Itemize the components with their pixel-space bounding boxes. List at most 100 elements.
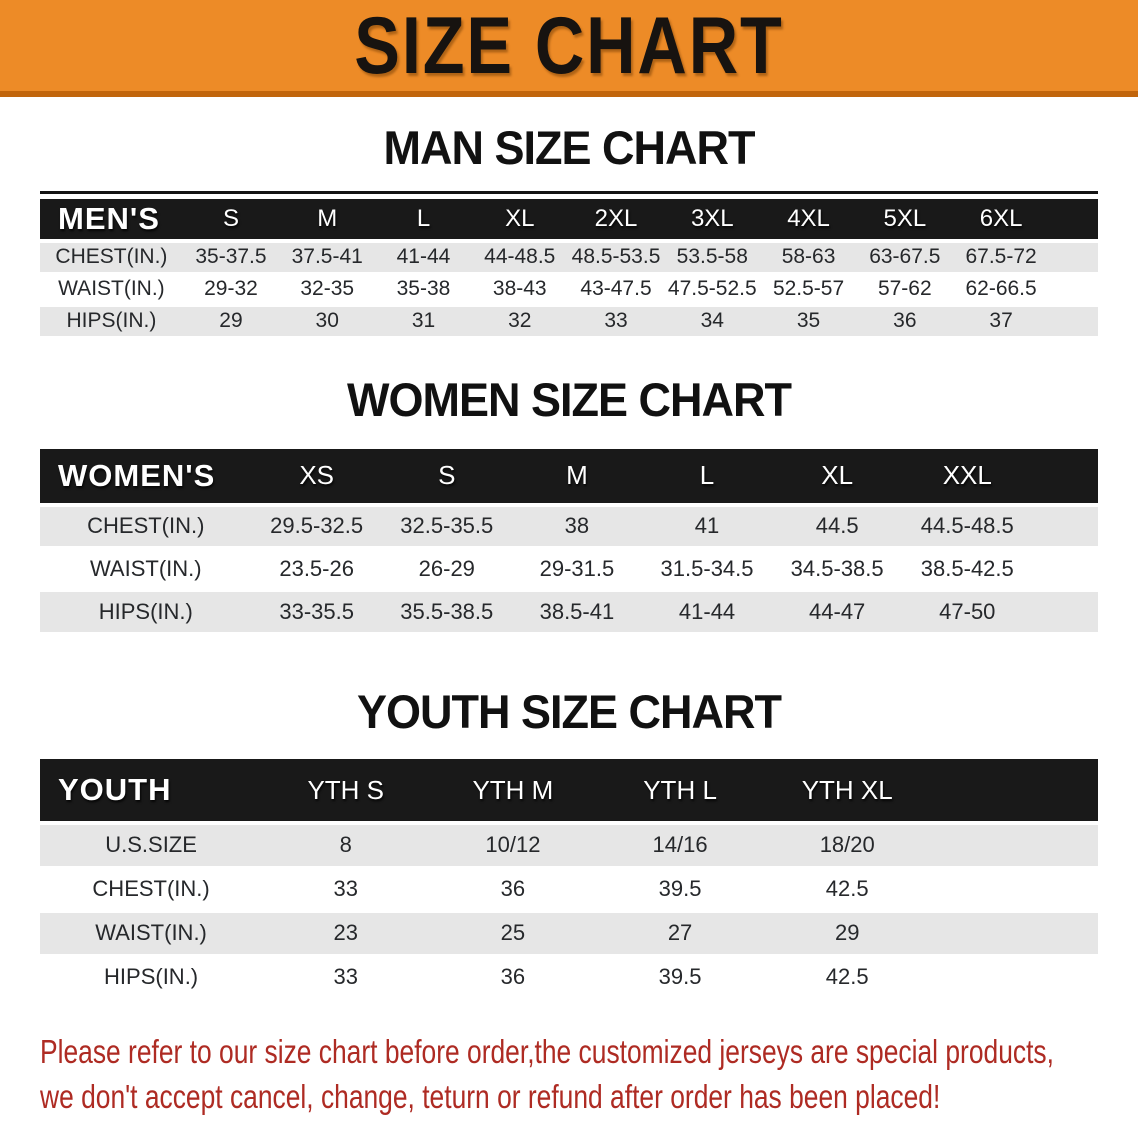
table-cell: 33-35.5: [251, 590, 382, 635]
spacer-cell: [930, 823, 1098, 869]
table-cell: 53.5-58: [664, 241, 761, 275]
table-cell: 62-66.5: [952, 273, 1050, 307]
table-cell: 26-29: [381, 547, 512, 592]
youth-col-header: YTH S: [262, 759, 430, 825]
banner: SIZE CHART: [0, 0, 1138, 97]
disclaimer-line-1: Please refer to our size chart before or…: [40, 1032, 1054, 1070]
table-cell: 39.5: [596, 867, 764, 913]
men-col-header: 5XL: [856, 199, 953, 243]
men-col-header: L: [375, 199, 472, 243]
table-cell: 18/20: [763, 823, 931, 869]
spacer-cell: [1049, 273, 1098, 307]
table-cell: 37: [952, 305, 1050, 339]
table-cell: 39.5: [596, 955, 764, 1001]
disclaimer: Please refer to our size chart before or…: [40, 1029, 1138, 1119]
youth-ussize-row: U.S.SIZE 8 10/12 14/16 18/20: [40, 823, 1098, 869]
table-cell: 35.5-38.5: [381, 590, 512, 635]
men-size-table: MEN'S S M L XL 2XL 3XL 4XL 5XL 6XL CHEST…: [40, 199, 1098, 339]
women-col-header: XXL: [902, 448, 1033, 507]
table-cell: 38.5-42.5: [902, 547, 1033, 592]
table-cell: 44-47: [772, 590, 903, 635]
youth-chest-row: CHEST(IN.) 33 36 39.5 42.5: [40, 867, 1098, 913]
table-cell: 33: [262, 867, 430, 913]
table-cell: 42.5: [763, 955, 931, 1001]
youth-size-table: YOUTH YTH S YTH M YTH L YTH XL U.S.SIZE …: [40, 759, 1098, 1001]
row-label: HIPS(IN.): [40, 590, 252, 635]
table-cell: 47.5-52.5: [664, 273, 761, 307]
men-col-header: 6XL: [952, 199, 1050, 243]
table-cell: 38.5-41: [511, 590, 642, 635]
men-table-top-rule: [40, 191, 1098, 194]
women-col-header: S: [381, 448, 512, 507]
row-label: WAIST(IN.): [40, 273, 183, 307]
table-cell: 44-48.5: [471, 241, 568, 275]
men-hips-row: HIPS(IN.) 29 30 31 32 33 34 35 36 37: [40, 305, 1098, 339]
women-col-header: XL: [772, 448, 903, 507]
spacer-cell: [930, 867, 1098, 913]
youth-col-header: YTH L: [596, 759, 764, 825]
table-cell: 23.5-26: [251, 547, 382, 592]
row-label: HIPS(IN.): [40, 305, 183, 339]
table-cell: 36: [429, 955, 597, 1001]
spacer-cell: [1049, 241, 1098, 275]
table-cell: 23: [262, 911, 430, 957]
table-cell: 34.5-38.5: [772, 547, 903, 592]
men-chest-row: CHEST(IN.) 35-37.5 37.5-41 41-44 44-48.5…: [40, 241, 1098, 275]
table-cell: 29: [182, 305, 280, 339]
men-col-header: 4XL: [760, 199, 857, 243]
table-cell: 35-37.5: [182, 241, 280, 275]
spacer-cell: [1032, 590, 1098, 635]
men-section: MAN SIZE CHART MEN'S S M L XL 2XL 3XL 4X…: [0, 120, 1138, 339]
women-hips-row: HIPS(IN.) 33-35.5 35.5-38.5 38.5-41 41-4…: [40, 590, 1098, 635]
table-cell: 38: [511, 504, 642, 549]
table-cell: 35-38: [375, 273, 472, 307]
banner-title: SIZE CHART: [354, 0, 784, 91]
youth-table-label: YOUTH: [40, 759, 263, 825]
men-col-header: S: [182, 199, 280, 243]
youth-header-row: YOUTH YTH S YTH M YTH L YTH XL: [40, 759, 1098, 825]
row-label: WAIST(IN.): [40, 547, 252, 592]
table-cell: 52.5-57: [760, 273, 857, 307]
table-cell: 31.5-34.5: [641, 547, 773, 592]
table-cell: 29-32: [182, 273, 280, 307]
women-col-header: M: [511, 448, 642, 507]
row-label: HIPS(IN.): [40, 955, 263, 1001]
women-table-label: WOMEN'S: [40, 448, 252, 507]
women-section-heading: WOMEN SIZE CHART: [347, 372, 792, 426]
spacer-cell: [930, 911, 1098, 957]
table-cell: 8: [262, 823, 430, 869]
row-label: CHEST(IN.): [40, 241, 183, 275]
men-header-row: MEN'S S M L XL 2XL 3XL 4XL 5XL 6XL: [40, 199, 1098, 243]
spacer-cell: [930, 759, 1098, 825]
table-cell: 48.5-53.5: [567, 241, 665, 275]
men-col-header: XL: [471, 199, 568, 243]
table-cell: 41: [641, 504, 773, 549]
women-section: WOMEN SIZE CHART WOMEN'S XS S M L XL XXL: [0, 372, 1138, 635]
table-cell: 36: [856, 305, 953, 339]
table-cell: 30: [279, 305, 376, 339]
table-cell: 10/12: [429, 823, 597, 869]
table-cell: 33: [262, 955, 430, 1001]
youth-col-header: YTH XL: [763, 759, 931, 825]
disclaimer-line-2: we don't accept cancel, change, teturn o…: [40, 1077, 941, 1115]
row-label: CHEST(IN.): [40, 504, 252, 549]
men-col-header: 3XL: [664, 199, 761, 243]
row-label: U.S.SIZE: [40, 823, 263, 869]
spacer-cell: [1032, 547, 1098, 592]
men-section-heading: MAN SIZE CHART: [383, 120, 756, 175]
table-cell: 44.5-48.5: [902, 504, 1033, 549]
table-cell: 63-67.5: [856, 241, 953, 275]
youth-hips-row: HIPS(IN.) 33 36 39.5 42.5: [40, 955, 1098, 1001]
youth-section: YOUTH SIZE CHART YOUTH YTH S YTH M YTH L…: [0, 685, 1138, 1001]
table-cell: 14/16: [596, 823, 764, 869]
table-cell: 47-50: [902, 590, 1033, 635]
table-cell: 37.5-41: [279, 241, 376, 275]
table-cell: 32.5-35.5: [381, 504, 512, 549]
table-cell: 57-62: [856, 273, 953, 307]
spacer-cell: [930, 955, 1098, 1001]
row-label: CHEST(IN.): [40, 867, 263, 913]
table-cell: 31: [375, 305, 472, 339]
table-cell: 27: [596, 911, 764, 957]
spacer-cell: [1032, 504, 1098, 549]
